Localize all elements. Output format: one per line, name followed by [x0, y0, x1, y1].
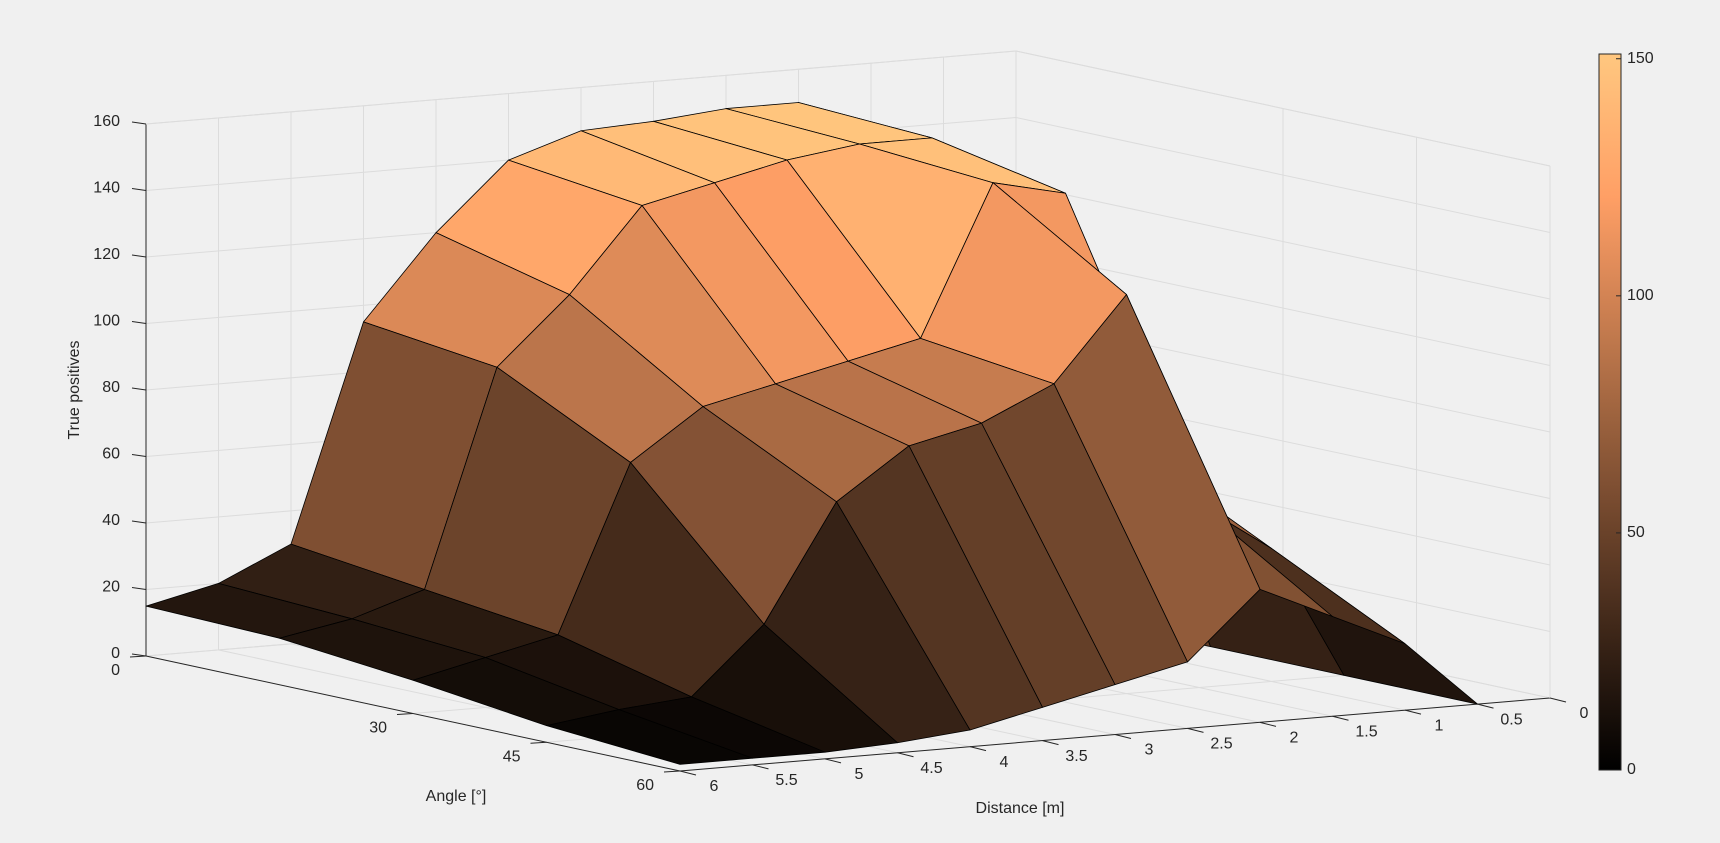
- z-tick: [131, 188, 147, 191]
- z-tick-label: 120: [93, 246, 120, 263]
- z-tick: [131, 121, 147, 125]
- x-tick-label: 3: [1145, 742, 1154, 759]
- colorbar-tick-label: 100: [1627, 287, 1654, 304]
- z-tick: [131, 321, 147, 324]
- colorbar-tick-label: 0: [1627, 761, 1636, 778]
- z-axis-label: True positives: [66, 341, 83, 440]
- x-tick: [679, 770, 697, 776]
- z-tick-label: 60: [102, 446, 120, 463]
- z-tick-label: 20: [102, 579, 120, 596]
- x-tick-label: 3.5: [1065, 748, 1087, 765]
- x-tick-label: 2: [1290, 730, 1299, 747]
- x-tick-label: 4.5: [920, 760, 942, 777]
- z-tick: [131, 520, 147, 524]
- z-tick-label: 160: [93, 113, 120, 130]
- y-tick: [530, 741, 547, 744]
- x-tick-label: 5: [855, 766, 864, 783]
- y-tick-label: 45: [503, 748, 521, 765]
- surface-face: [546, 709, 753, 765]
- x-tick-label: 0.5: [1500, 711, 1522, 728]
- x-tick: [897, 752, 914, 758]
- z-tick-label: 40: [102, 512, 120, 529]
- x-tick-label: 2.5: [1210, 736, 1232, 753]
- x-tick-label: 4: [1000, 754, 1009, 771]
- y-axis-label: Angle [°]: [426, 788, 487, 805]
- z-tick: [131, 387, 147, 391]
- colorbar: [1598, 53, 1622, 771]
- x-tick: [1114, 734, 1132, 739]
- x-tick: [824, 758, 842, 764]
- z-tick-label: 100: [93, 313, 120, 330]
- z-tick-label: 0: [111, 645, 120, 662]
- x-tick: [1404, 709, 1422, 715]
- x-tick: [1549, 697, 1567, 703]
- y-tick: [129, 655, 147, 658]
- x-tick: [752, 764, 769, 770]
- x-tick: [1332, 715, 1349, 721]
- colorbar-tick-label: 150: [1627, 50, 1654, 67]
- x-axis-label: Distance [m]: [976, 800, 1065, 817]
- z-tick: [131, 454, 147, 457]
- x-tick: [1259, 721, 1277, 727]
- x-tick-label: 5.5: [775, 772, 797, 789]
- x-tick: [1042, 740, 1059, 746]
- z-tick-label: 80: [102, 379, 120, 396]
- z-tick: [131, 254, 147, 258]
- colorbar-tick-label: 50: [1627, 524, 1645, 541]
- x-tick-label: 6: [710, 778, 719, 795]
- box-edge: [145, 50, 1017, 125]
- y-tick-label: 30: [369, 720, 387, 737]
- x-tick: [969, 746, 987, 752]
- z-tick: [131, 587, 147, 590]
- box-edge: [1015, 50, 1551, 167]
- y-tick: [396, 713, 414, 715]
- x-tick-label: 1: [1435, 717, 1444, 734]
- y-tick-label: 60: [636, 777, 654, 794]
- y-tick: [663, 770, 681, 773]
- x-tick-label: 1.5: [1355, 723, 1377, 740]
- x-tick: [1477, 703, 1494, 709]
- y-tick-label: 0: [111, 662, 120, 679]
- x-tick-label: 0: [1580, 705, 1589, 722]
- z-tick-label: 140: [93, 180, 120, 197]
- x-tick: [1187, 727, 1204, 733]
